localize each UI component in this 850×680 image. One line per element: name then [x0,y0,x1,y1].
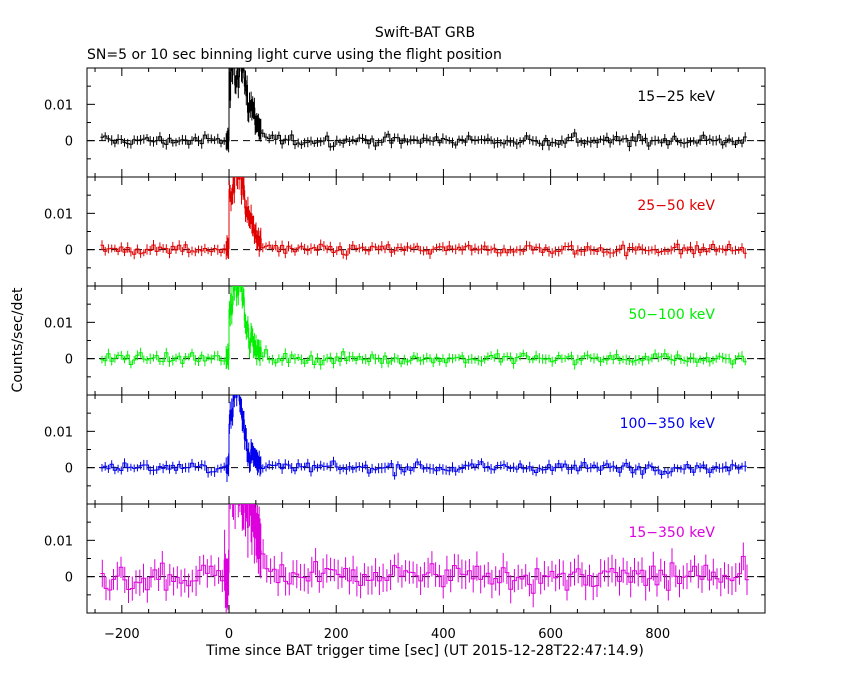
y-tick-label: 0 [65,571,73,586]
light-curve-series [100,286,747,370]
light-curve-errorbars [101,504,748,613]
y-tick-label: 0.01 [44,316,73,331]
y-axis-label: Counts/sec/det [10,287,26,392]
x-tick-label: 0 [225,627,233,642]
x-tick-label: 200 [324,627,349,642]
band-label: 100−350 keV [620,416,716,432]
band-label: 25−50 keV [637,198,715,214]
x-tick-label: 600 [538,627,563,642]
y-tick-label: 0.01 [44,425,73,440]
y-tick-label: 0.01 [44,207,73,222]
x-axis-label: Time since BAT trigger time [sec] (UT 20… [205,643,644,659]
panel-5: 0 0.01 15−350 keV [44,503,766,614]
panel-frame [86,67,766,178]
panels-group: 0 0.01 15−25 keV 0 0.01 25−50 keV 0 0.01 50−100 … [44,67,766,642]
chart-subtitle: SN=5 or 10 sec binning light curve using… [87,47,502,63]
panel-4: 0 0.01 100−350 keV [44,394,766,505]
panel-frame [86,285,766,396]
y-tick-label: 0 [65,244,73,259]
light-curve-series [100,177,747,260]
light-curve-series [100,395,747,482]
band-label: 15−25 keV [637,89,715,105]
x-tick-label: 800 [645,627,670,642]
light-curve-errorbars [101,177,746,260]
x-tick-label: 400 [431,627,456,642]
band-label: 15−350 keV [628,525,715,541]
y-tick-label: 0 [65,353,73,368]
y-tick-label: 0.01 [44,98,73,113]
light-curve-errorbars [101,395,746,482]
light-curve-series [100,504,749,613]
x-tick-label: −200 [104,627,140,642]
y-tick-label: 0.01 [44,534,73,549]
light-curve-series [100,68,747,153]
y-tick-label: 0 [65,135,73,150]
panel-frame [86,176,766,287]
chart-title: Swift-BAT GRB [375,25,475,41]
panel-3: 0 0.01 50−100 keV [44,285,766,396]
band-label: 50−100 keV [628,307,715,323]
light-curve-errorbars [101,286,746,370]
panel-2: 0 0.01 25−50 keV [44,176,766,287]
y-tick-label: 0 [65,462,73,477]
panel-frame [86,394,766,505]
light-curve-errorbars [101,68,746,153]
